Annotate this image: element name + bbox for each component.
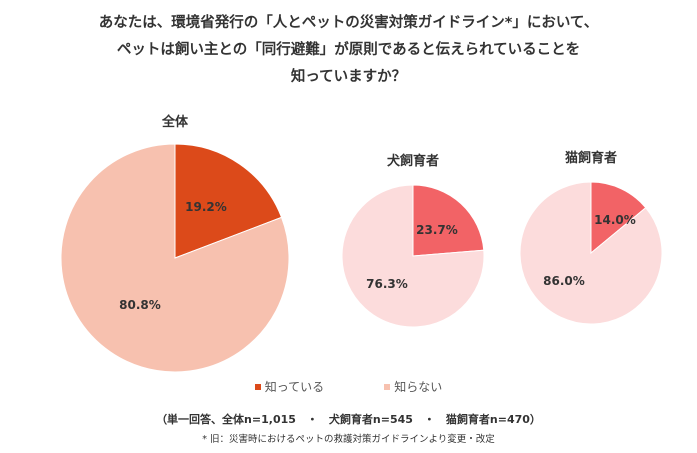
legend: 知っている 知らない [0,378,697,395]
legend-label-know: 知っている [264,380,325,394]
pie-label-all-dont-know: 80.8% [119,298,161,312]
pie-label-cat-owners-know: 14.0% [594,213,636,227]
pie-label-dog-owners-dont-know: 76.3% [366,277,408,291]
legend-label-dont-know: 知らない [394,380,443,394]
pie-title-dog-owners: 犬飼育者 [387,153,439,169]
pie-label-cat-owners-dont-know: 86.0% [543,274,585,288]
sample-size-footnote: （単一回答、全体n=1,015 ・ 犬飼育者n=545 ・ 猫飼育者n=470） [156,413,541,426]
pie-slice-cat-owners-know [590,181,647,255]
legend-swatch-dont-know [384,383,391,390]
legend-item-dont-know: 知らない [384,378,442,395]
title-line-3: 知っていますか？ [290,69,407,85]
title-line-2: ペットは飼い主との「同行避難」が原則であると伝えられていることを [116,42,581,58]
pie-label-dog-owners-know: 23.7% [416,223,458,237]
pie-title-cat-owners: 猫飼育者 [565,150,617,166]
pie-slice-cat-owners-dont-know [519,181,663,325]
pie-slice-all-dont-know [60,143,290,373]
question-title: あなたは、環境省発行の「人とペットの災害対策ガイドライン*」において、 ペットは… [0,10,697,91]
pie-label-all-know: 19.2% [185,200,227,214]
pie-slice-dog-owners-know [412,184,485,257]
pie-slice-all-know [174,143,283,259]
legend-swatch-know [254,383,261,390]
legend-item-know: 知っている [254,378,325,395]
pie-title-all: 全体 [161,114,189,130]
guideline-note: * 旧：災害時におけるペットの救護対策ガイドラインより変更・改定 [202,434,495,445]
title-line-1: あなたは、環境省発行の「人とペットの災害対策ガイドライン*」において、 [98,15,599,31]
pie-slice-dog-owners-dont-know [341,184,485,328]
